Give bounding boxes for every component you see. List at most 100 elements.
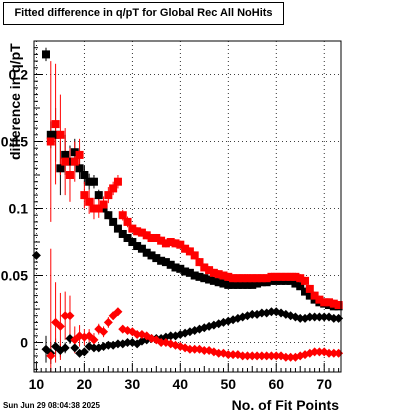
data-point-diamond: [55, 321, 65, 331]
data-point-diamond: [103, 340, 113, 350]
data-point-square: [147, 251, 156, 260]
data-point-square: [248, 280, 257, 289]
data-point-diamond: [262, 351, 272, 361]
data-point-diamond: [305, 312, 315, 322]
data-point-diamond: [60, 311, 70, 321]
data-point-square: [99, 204, 108, 213]
data-point-square: [80, 191, 89, 200]
data-point-square: [243, 280, 252, 289]
data-point-square: [320, 298, 329, 307]
data-point-square: [157, 236, 166, 245]
data-point-square: [305, 291, 314, 300]
data-point-diamond: [247, 351, 257, 361]
data-point-square: [267, 272, 276, 281]
data-point-square: [310, 291, 319, 300]
data-point-square: [315, 295, 324, 304]
data-point-square: [176, 240, 185, 249]
data-point-square: [229, 280, 238, 289]
data-point-diamond: [156, 338, 166, 348]
data-point-diamond: [214, 348, 224, 358]
data-point-diamond: [329, 313, 339, 323]
data-point-square: [296, 282, 305, 291]
x-tick-label: 10: [29, 376, 45, 392]
data-point-square: [171, 239, 180, 248]
data-point-diamond: [310, 312, 320, 322]
data-point-square: [301, 287, 310, 296]
data-point-square: [325, 298, 334, 307]
x-tick-label: 50: [220, 376, 236, 392]
data-point-square: [248, 274, 257, 283]
data-point-diamond: [103, 317, 113, 327]
data-point-diamond: [324, 348, 334, 358]
data-point-diamond: [113, 339, 123, 349]
data-point-diamond: [334, 348, 344, 358]
data-point-square: [94, 204, 103, 213]
timestamp: Sun Jun 29 08:04:38 2025: [3, 401, 100, 410]
data-point-square: [291, 279, 300, 288]
data-point-diamond: [266, 351, 276, 361]
data-point-diamond: [223, 350, 233, 360]
data-point-square: [262, 274, 271, 283]
data-point-square: [118, 229, 127, 238]
data-point-square: [334, 300, 343, 309]
data-point-square: [291, 272, 300, 281]
data-point-square: [147, 233, 156, 242]
data-point-square: [142, 248, 151, 257]
data-point-square: [99, 200, 108, 209]
data-point-square: [190, 251, 199, 260]
data-point-diamond: [310, 347, 320, 357]
data-point-square: [161, 258, 170, 267]
data-point-diamond: [99, 327, 109, 337]
data-point-square: [209, 268, 218, 277]
data-point-diamond: [113, 307, 123, 317]
x-tick-label: 60: [268, 376, 284, 392]
data-point-square: [257, 278, 266, 287]
y-tick-label: 0.05: [1, 268, 28, 284]
data-point-diamond: [199, 346, 209, 356]
data-point-square: [161, 239, 170, 248]
data-point-square: [195, 258, 204, 267]
data-point-square: [272, 276, 281, 285]
data-point-square: [281, 276, 290, 285]
data-point-square: [233, 280, 242, 289]
data-point-square: [190, 271, 199, 280]
data-point-square: [277, 272, 286, 281]
x-tick-label: 40: [173, 376, 189, 392]
data-point-square: [61, 150, 70, 159]
y-tick-label: 0.1: [9, 201, 29, 217]
data-point-square: [195, 272, 204, 281]
data-point-diamond: [257, 308, 267, 318]
data-point-square: [51, 130, 60, 139]
data-point-square: [214, 278, 223, 287]
data-point-square: [296, 274, 305, 283]
data-point-diamond: [70, 343, 80, 353]
data-point-square: [238, 280, 247, 289]
data-point-square: [137, 244, 146, 253]
data-point-square: [229, 274, 238, 283]
chart-title: Fitted difference in q/pT for Global Rec…: [3, 2, 284, 25]
plot-frame: [33, 40, 342, 373]
y-tick-label: 0.2: [9, 67, 29, 83]
data-point-square: [286, 276, 295, 285]
data-point-diamond: [89, 335, 99, 345]
data-point-diamond: [60, 343, 70, 353]
data-point-square: [176, 264, 185, 273]
data-point-square: [109, 184, 118, 193]
data-point-square: [41, 50, 50, 59]
data-point-square: [133, 242, 142, 251]
data-point-square: [272, 272, 281, 281]
data-point-diamond: [166, 331, 176, 341]
data-point-square: [301, 276, 310, 285]
data-point-diamond: [334, 313, 344, 323]
data-point-square: [56, 130, 65, 139]
data-point-square: [152, 233, 161, 242]
data-point-square: [262, 278, 271, 287]
data-point-square: [46, 130, 55, 139]
x-tick-label: 20: [77, 376, 93, 392]
data-point-square: [70, 148, 79, 157]
data-point-square: [65, 171, 74, 180]
data-point-diamond: [266, 307, 276, 317]
data-point-square: [128, 224, 137, 233]
data-point-square: [219, 271, 228, 280]
data-point-square: [281, 272, 290, 281]
